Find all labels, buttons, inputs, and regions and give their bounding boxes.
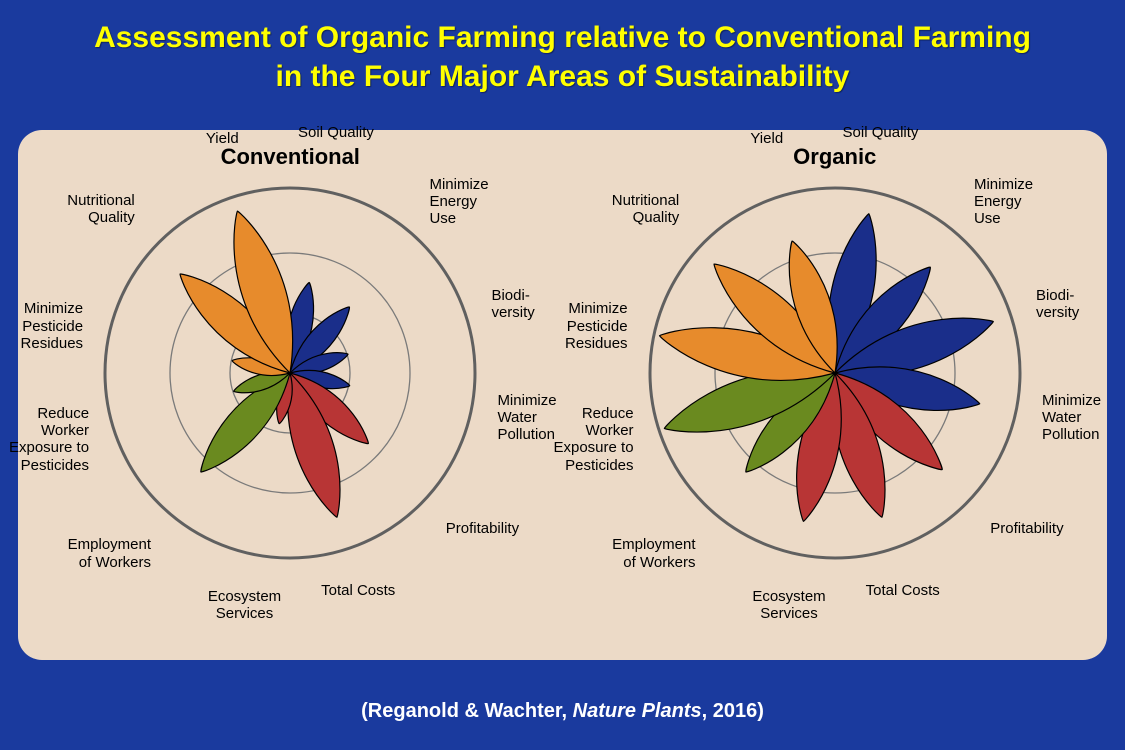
polar-conventional: [95, 178, 485, 568]
chart-conventional: Conventional Soil QualityMinimizeEnergyU…: [25, 140, 555, 650]
polar-svg: [640, 178, 1030, 568]
axis-label: Total Costs: [848, 582, 958, 599]
chart-organic: Organic Soil QualityMinimizeEnergyUseBio…: [570, 140, 1100, 650]
polar-svg: [95, 178, 485, 568]
chart-title-conventional: Conventional: [25, 144, 555, 170]
axis-label: Employmentof Workers: [586, 536, 696, 571]
axis-label: MinimizeEnergyUse: [429, 176, 539, 228]
axis-label: MinimizePesticideResidues: [0, 300, 83, 352]
citation-suffix: , 2016): [702, 700, 764, 722]
citation: (Reganold & Wachter, Nature Plants, 2016…: [0, 700, 1125, 723]
axis-label: ReduceWorkerExposure toPesticides: [0, 405, 89, 474]
axis-label: Yield: [167, 130, 277, 147]
axis-label: Employmentof Workers: [41, 536, 151, 571]
axis-label: EcosystemServices: [734, 588, 844, 623]
axis-label: Profitability: [990, 520, 1100, 537]
title-header: Assessment of Organic Farming relative t…: [0, 0, 1125, 114]
page-title: Assessment of Organic Farming relative t…: [40, 18, 1085, 96]
citation-prefix: (Reganold & Wachter,: [361, 700, 573, 722]
axis-label: ReduceWorkerExposure toPesticides: [524, 405, 634, 474]
citation-journal: Nature Plants: [573, 700, 702, 722]
chart-title-organic: Organic: [570, 144, 1100, 170]
axis-label: Profitability: [446, 520, 556, 537]
axis-label: MinimizeWaterPollution: [1042, 392, 1125, 444]
axis-label: NutritionalQuality: [569, 192, 679, 227]
axis-label: EcosystemServices: [190, 588, 300, 623]
axis-label: Soil Quality: [825, 124, 935, 141]
polar-organic: [640, 178, 1030, 568]
axis-label: MinimizePesticideResidues: [518, 300, 628, 352]
axis-label: Soil Quality: [281, 124, 391, 141]
title-line-1: Assessment of Organic Farming relative t…: [94, 21, 1031, 54]
axis-label: Yield: [712, 130, 822, 147]
axis-label: Biodi-versity: [1036, 287, 1125, 322]
chart-panel: Conventional Soil QualityMinimizeEnergyU…: [18, 130, 1107, 660]
title-line-2: in the Four Major Areas of Sustainabilit…: [276, 60, 850, 93]
axis-label: Total Costs: [303, 582, 413, 599]
axis-label: MinimizeEnergyUse: [974, 176, 1084, 228]
axis-label: NutritionalQuality: [25, 192, 135, 227]
